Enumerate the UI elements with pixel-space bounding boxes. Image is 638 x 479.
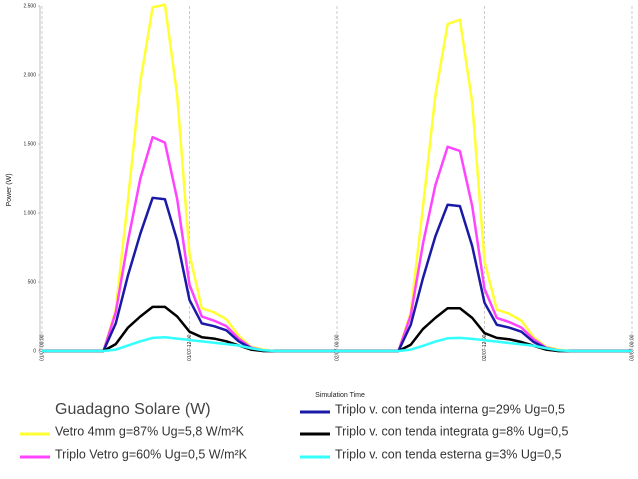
x-tick-label: 01/07 12:00 xyxy=(187,334,193,361)
x-tick-label: 02/07 00:00 xyxy=(334,334,340,361)
legend-label: Vetro 4mm g=87% Ug=5,8 W/m²K xyxy=(55,424,245,438)
y-tick-label: 1.500 xyxy=(23,141,36,147)
y-tick-label: 500 xyxy=(28,279,37,285)
y-axis-label: Power (W) xyxy=(6,173,13,206)
y-tick-label: 1.000 xyxy=(23,210,36,216)
series-line xyxy=(42,335,632,353)
y-tick-label: 0 xyxy=(33,348,36,354)
legend-label: Triplo v. con tenda integrata g=8% Ug=0,… xyxy=(335,424,569,438)
legend-title: Guadagno Solare (W) xyxy=(55,401,211,418)
legend-label: Triplo v. con tenda interna g=29% Ug=0,5 xyxy=(335,402,565,416)
x-axis-label: Simulation Time xyxy=(315,392,365,399)
y-tick-label: 2.000 xyxy=(23,72,36,78)
x-tick-label: 01/07 00:00 xyxy=(39,334,45,361)
legend-label: Triplo Vetro g=60% Ug=0,5 W/m²K xyxy=(55,447,248,461)
x-tick-label: 02/07 12:00 xyxy=(482,334,488,361)
y-tick-label: 2.500 xyxy=(23,3,36,9)
x-tick-label: 03/07 00:00 xyxy=(629,334,635,361)
legend-label: Triplo v. con tenda esterna g=3% Ug=0,5 xyxy=(335,447,562,461)
